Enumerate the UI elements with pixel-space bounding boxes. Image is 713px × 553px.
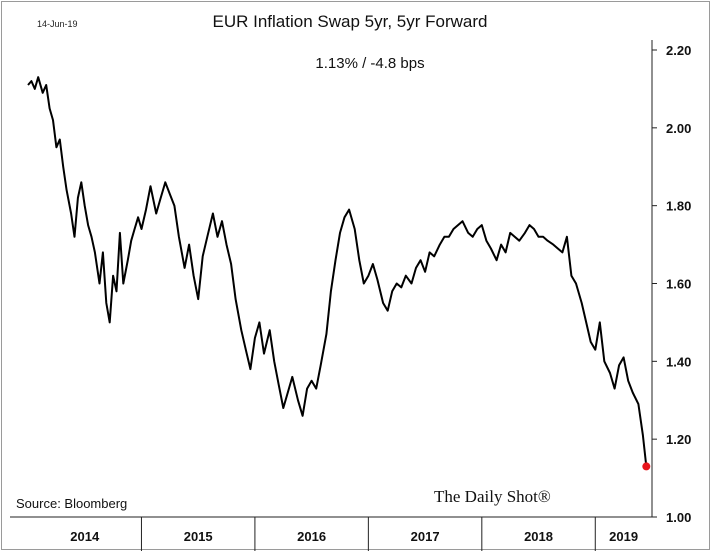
date-stamp: 14-Jun-19 (37, 19, 78, 29)
source-label: Source: Bloomberg (16, 496, 127, 511)
x-tick-label: 2016 (297, 529, 326, 544)
y-tick-label: 1.40 (666, 354, 691, 369)
series-swap-rate (27, 76, 651, 471)
y-tick-label: 2.20 (666, 43, 691, 58)
series-line (27, 76, 648, 467)
y-tick-label: 2.00 (666, 121, 691, 136)
x-tick-label: 2018 (524, 529, 553, 544)
y-tick-label: 1.60 (666, 277, 691, 292)
x-tick-label: 2019 (609, 529, 638, 544)
y-tick-label: 1.80 (666, 199, 691, 214)
chart-title: EUR Inflation Swap 5yr, 5yr Forward (213, 12, 488, 31)
y-tick-label: 1.00 (666, 510, 691, 525)
last-value-marker (642, 462, 651, 471)
x-axis-ticks: 2014 2015 2016 2017 2018 2019 (70, 517, 638, 551)
x-tick-label: 2017 (411, 529, 440, 544)
x-tick-label: 2014 (70, 529, 100, 544)
y-tick-label: 1.20 (666, 432, 691, 447)
y-axis-ticks: 1.00 1.20 1.40 1.60 1.80 2.00 2.20 (652, 43, 691, 525)
chart-subtitle: 1.13% / -4.8 bps (315, 55, 424, 72)
x-tick-label: 2015 (184, 529, 213, 544)
brand-logo: The Daily Shot® (434, 487, 551, 506)
